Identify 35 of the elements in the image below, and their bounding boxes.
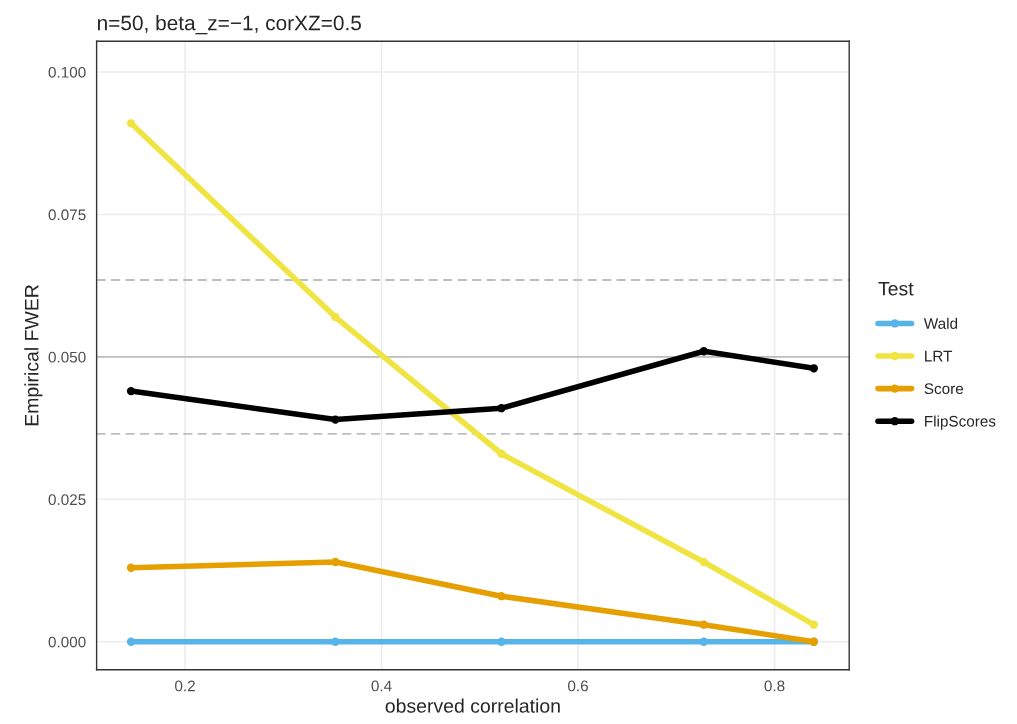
point <box>497 637 506 646</box>
point <box>126 637 136 646</box>
y-tick-label: 0.000 <box>48 636 86 648</box>
point <box>126 119 136 128</box>
x-tick-label: 0.2 <box>175 680 195 692</box>
point <box>497 404 506 413</box>
legend-label: Wald <box>923 317 958 329</box>
x-axis-title: observed correlation <box>385 698 560 713</box>
legend-label: Score <box>924 383 964 395</box>
y-tick-label: 0.075 <box>48 209 86 221</box>
x-tick-label: 0.4 <box>371 680 392 692</box>
point <box>331 415 340 424</box>
y-axis-title: Empirical FWER <box>24 285 43 426</box>
point <box>497 449 506 458</box>
point <box>699 620 708 629</box>
point <box>699 557 708 567</box>
legend-label: FlipScores <box>925 415 996 430</box>
point <box>126 386 136 396</box>
y-tick-label: 0.100 <box>48 66 86 78</box>
point <box>331 557 340 567</box>
point <box>809 364 818 373</box>
y-tick-label: 0.050 <box>48 351 86 363</box>
point <box>699 637 708 646</box>
x-tick-label: 0.6 <box>568 680 588 692</box>
y-tick-label: 0.025 <box>48 494 86 506</box>
point <box>497 592 506 601</box>
point <box>699 347 708 356</box>
legend-title: Test <box>878 281 914 296</box>
point <box>126 563 136 572</box>
point <box>331 637 340 646</box>
legend-label: LRT <box>925 350 953 362</box>
chart-title: n=50, beta_z=−1, corXZ=0.5 <box>98 15 361 35</box>
point <box>331 312 340 322</box>
point <box>809 620 818 629</box>
x-tick-label: 0.8 <box>764 680 785 692</box>
